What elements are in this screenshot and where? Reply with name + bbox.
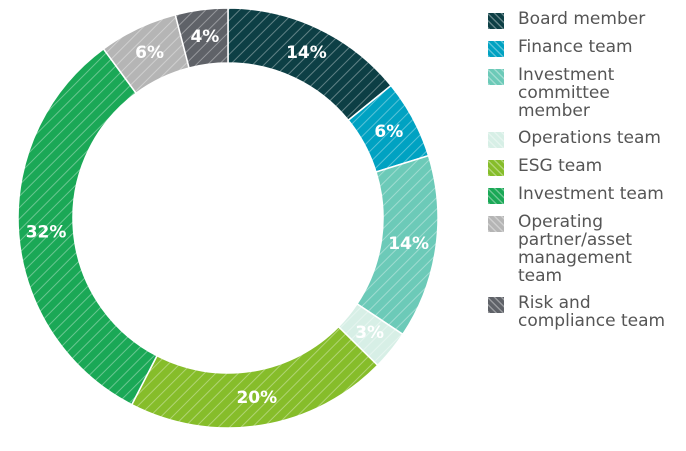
legend-swatch [488, 13, 504, 29]
legend-label: Board member [518, 9, 646, 29]
data-label: 14% [286, 43, 327, 63]
slice-hatch [338, 303, 403, 366]
legend-item: Investment team [488, 185, 683, 204]
data-label: 6% [135, 43, 164, 63]
data-label: 14% [388, 234, 429, 254]
legend-label: Risk and compliance team [518, 293, 666, 331]
data-label: 4% [190, 27, 219, 47]
slice-hatch [228, 8, 391, 121]
legend-swatch [488, 297, 504, 313]
legend-label: Operating partner/asset management team [518, 212, 633, 286]
data-label: 6% [374, 122, 403, 142]
slice-hatch [131, 326, 378, 428]
legend-item: Board member [488, 10, 683, 29]
slice-hatch [357, 155, 438, 335]
legend-swatch [488, 188, 504, 204]
legend: Board member Finance team Investment commi… [488, 10, 683, 330]
legend-item: Risk and compliance team [488, 294, 683, 330]
legend-label: Investment team [518, 184, 664, 204]
legend-label: Investment committee member [518, 65, 615, 121]
data-label: 3% [355, 323, 384, 343]
legend-label: ESG team [518, 156, 603, 176]
slice-hatch [348, 85, 429, 172]
data-label: 20% [236, 388, 277, 408]
legend-swatch [488, 41, 504, 57]
legend-item: Finance team [488, 38, 683, 57]
legend-label: Finance team [518, 37, 633, 57]
legend-item: ESG team [488, 157, 683, 176]
legend-swatch [488, 216, 504, 232]
legend-item: Operating partner/asset management team [488, 213, 683, 285]
data-label: 32% [26, 222, 67, 242]
legend-swatch [488, 69, 504, 85]
slice-hatch [175, 8, 228, 68]
legend-item: Operations team [488, 129, 683, 148]
legend-swatch [488, 160, 504, 176]
slice-hatch [103, 14, 190, 94]
slice-hatch [17, 48, 157, 405]
legend-swatch [488, 132, 504, 148]
legend-item: Investment committee member [488, 66, 683, 120]
legend-label: Operations team [518, 128, 661, 148]
